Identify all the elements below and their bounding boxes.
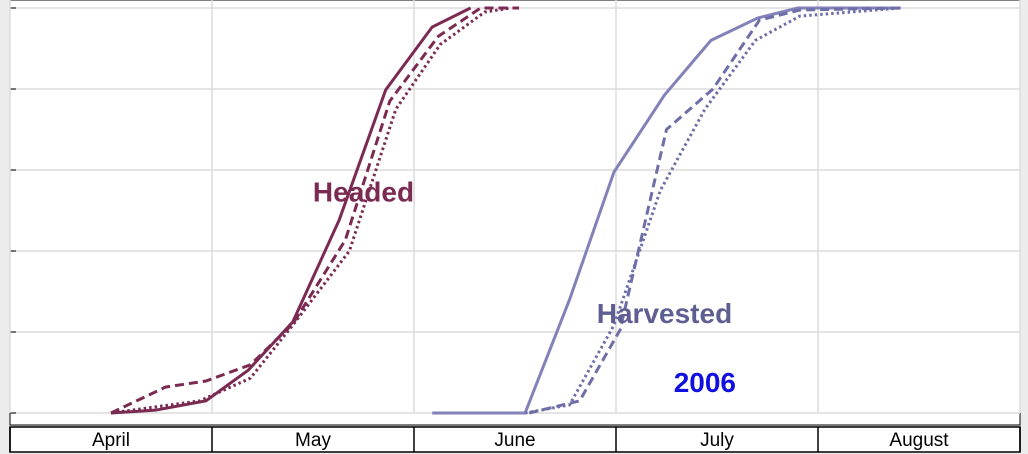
x-tick-label: July bbox=[700, 430, 734, 451]
annotation: 2006 bbox=[674, 367, 736, 398]
line bbox=[110, 6, 520, 415]
x-tick-label: May bbox=[295, 430, 331, 451]
x-tick-label: April bbox=[92, 430, 130, 451]
line bbox=[110, 6, 472, 415]
annotation: Harvested bbox=[597, 298, 732, 329]
line bbox=[432, 6, 901, 415]
x-tick-label: August bbox=[889, 430, 949, 451]
line bbox=[524, 6, 901, 415]
plot-area bbox=[9, 0, 1021, 426]
annotation: Headed bbox=[313, 177, 414, 208]
line bbox=[528, 6, 901, 415]
x-tick-label: June bbox=[494, 430, 535, 451]
